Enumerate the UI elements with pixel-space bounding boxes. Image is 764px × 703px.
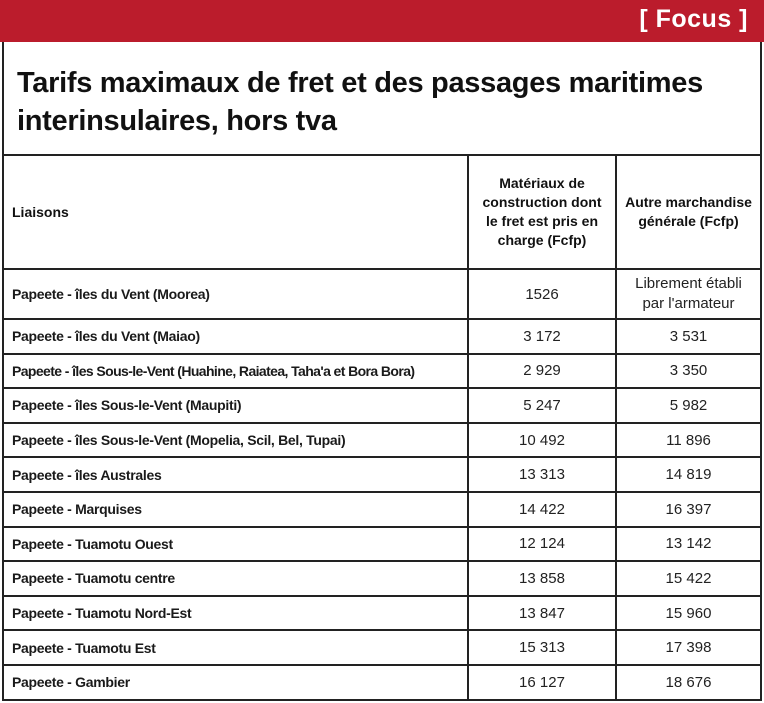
materials-cell: 3 172 xyxy=(467,318,617,355)
header-construction-materials: Matériaux de construction dont le fret e… xyxy=(467,154,617,270)
materials-cell: 12 124 xyxy=(467,525,617,563)
table-row: Papeete - Tuamotu Nord-Est 13 847 15 960 xyxy=(2,594,762,632)
materials-cell: 15 313 xyxy=(467,629,617,666)
route-cell: Papeete - îles Sous-le-Vent (Mopelia, Sc… xyxy=(2,421,469,459)
materials-cell: 13 313 xyxy=(467,456,617,493)
other-cell: 17 398 xyxy=(615,629,762,666)
table-row: Papeete - Tuamotu Est 15 313 17 398 xyxy=(2,629,762,666)
other-cell: 13 142 xyxy=(615,525,762,563)
table-row: Papeete - Tuamotu centre 13 858 15 422 xyxy=(2,560,762,597)
materials-cell: 16 127 xyxy=(467,663,617,701)
header-routes: Liaisons xyxy=(2,154,469,270)
header-other-goods: Autre marchandise générale (Fcfp) xyxy=(615,154,762,270)
other-cell: 5 982 xyxy=(615,387,762,424)
materials-cell: 5 247 xyxy=(467,387,617,424)
table-row: Papeete - îles Sous-le-Vent (Mopelia, Sc… xyxy=(2,421,762,459)
page-title: Tarifs maximaux de fret et des passages … xyxy=(17,67,703,137)
materials-cell: 10 492 xyxy=(467,421,617,459)
other-cell: 15 960 xyxy=(615,594,762,632)
table-row: Papeete - îles Sous-le-Vent (Huahine, Ra… xyxy=(2,352,762,390)
route-cell: Papeete - Marquises xyxy=(2,490,469,528)
other-cell: 14 819 xyxy=(615,456,762,493)
route-cell: Papeete - îles du Vent (Moorea) xyxy=(2,268,469,320)
other-cell: 18 676 xyxy=(615,663,762,701)
other-cell: 15 422 xyxy=(615,560,762,597)
title-box: Tarifs maximaux de fret et des passages … xyxy=(2,42,762,155)
materials-cell: 13 847 xyxy=(467,594,617,632)
table-row: Papeete - îles du Vent (Moorea) 1526 Lib… xyxy=(2,268,762,320)
table-row: Papeete - îles du Vent (Maiao) 3 172 3 5… xyxy=(2,318,762,355)
table-row: Papeete - Tuamotu Ouest 12 124 13 142 xyxy=(2,525,762,563)
focus-banner: [ Focus ] xyxy=(0,0,764,42)
table-row: Papeete - îles Sous-le-Vent (Maupiti) 5 … xyxy=(2,387,762,424)
focus-label: [ Focus ] xyxy=(639,5,748,33)
other-cell: Librement établi par l'armateur xyxy=(615,268,762,320)
other-cell: 16 397 xyxy=(615,490,762,528)
table-row: Papeete - Marquises 14 422 16 397 xyxy=(2,490,762,528)
table-header-row: Liaisons Matériaux de construction dont … xyxy=(2,154,762,270)
freight-tariff-table: Liaisons Matériaux de construction dont … xyxy=(2,154,762,701)
route-cell: Papeete - îles Australes xyxy=(2,456,469,493)
other-cell: 3 350 xyxy=(615,352,762,390)
route-cell: Papeete - Tuamotu centre xyxy=(2,560,469,597)
route-cell: Papeete - îles Sous-le-Vent (Huahine, Ra… xyxy=(2,352,469,390)
route-cell: Papeete - Gambier xyxy=(2,663,469,701)
route-cell: Papeete - Tuamotu Ouest xyxy=(2,525,469,563)
table-row: Papeete - îles Australes 13 313 14 819 xyxy=(2,456,762,493)
materials-cell: 14 422 xyxy=(467,490,617,528)
route-cell: Papeete - Tuamotu Nord-Est xyxy=(2,594,469,632)
route-cell: Papeete - îles Sous-le-Vent (Maupiti) xyxy=(2,387,469,424)
route-cell: Papeete - îles du Vent (Maiao) xyxy=(2,318,469,355)
table-row: Papeete - Gambier 16 127 18 676 xyxy=(2,663,762,701)
other-cell: 3 531 xyxy=(615,318,762,355)
materials-cell: 1526 xyxy=(467,268,617,320)
other-cell: 11 896 xyxy=(615,421,762,459)
route-cell: Papeete - Tuamotu Est xyxy=(2,629,469,666)
materials-cell: 2 929 xyxy=(467,352,617,390)
materials-cell: 13 858 xyxy=(467,560,617,597)
